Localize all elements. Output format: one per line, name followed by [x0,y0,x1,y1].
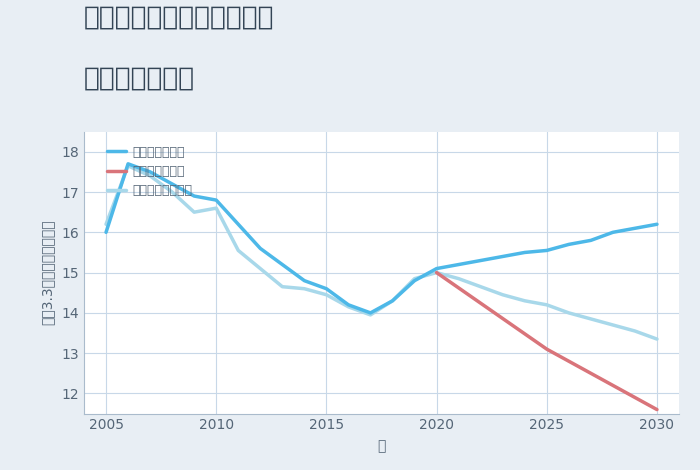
グッドシナリオ [168,181,176,187]
Y-axis label: 平（3.3㎡）単価（万円）: 平（3.3㎡）単価（万円） [41,220,55,325]
ノーマルシナリオ [542,302,551,308]
ノーマルシナリオ [190,209,198,215]
ノーマルシナリオ [631,328,639,334]
グッドシナリオ [454,262,463,267]
ノーマルシナリオ [344,304,353,310]
グッドシナリオ [631,226,639,231]
Line: ノーマルシナリオ: ノーマルシナリオ [106,166,657,339]
グッドシナリオ [389,298,397,304]
グッドシナリオ [278,262,286,267]
ノーマルシナリオ [609,322,617,328]
ノーマルシナリオ [234,248,242,253]
ノーマルシナリオ [433,270,441,275]
Line: バッドシナリオ: バッドシナリオ [437,273,657,409]
ノーマルシナリオ [124,163,132,169]
ノーマルシナリオ [278,284,286,290]
バッドシナリオ [542,346,551,352]
グッドシナリオ [300,278,309,283]
グッドシナリオ [212,197,220,203]
グッドシナリオ [477,258,485,263]
グッドシナリオ [653,221,662,227]
ノーマルシナリオ [212,205,220,211]
グッドシナリオ [410,278,419,283]
グッドシナリオ [344,302,353,308]
グッドシナリオ [433,266,441,271]
グッドシナリオ [124,161,132,167]
Text: 土地の価格推移: 土地の価格推移 [84,66,195,92]
グッドシナリオ [366,310,375,316]
グッドシナリオ [190,193,198,199]
ノーマルシナリオ [366,312,375,318]
ノーマルシナリオ [300,286,309,291]
ノーマルシナリオ [521,298,529,304]
ノーマルシナリオ [587,316,595,322]
Line: グッドシナリオ: グッドシナリオ [106,164,657,313]
ノーマルシナリオ [565,310,573,316]
ノーマルシナリオ [102,221,110,227]
ノーマルシナリオ [410,276,419,282]
グッドシナリオ [322,286,330,291]
ノーマルシナリオ [389,298,397,304]
グッドシナリオ [234,221,242,227]
グッドシナリオ [498,254,507,259]
バッドシナリオ [653,407,662,412]
グッドシナリオ [256,246,265,251]
ノーマルシナリオ [256,266,265,271]
ノーマルシナリオ [168,189,176,195]
ノーマルシナリオ [653,336,662,342]
ノーマルシナリオ [322,292,330,298]
ノーマルシナリオ [146,173,154,179]
グッドシナリオ [102,229,110,235]
グッドシナリオ [587,237,595,243]
グッドシナリオ [542,248,551,253]
バッドシナリオ [433,270,441,275]
ノーマルシナリオ [454,276,463,282]
ノーマルシナリオ [477,284,485,290]
グッドシナリオ [609,229,617,235]
グッドシナリオ [521,250,529,255]
X-axis label: 年: 年 [377,439,386,454]
Text: 岐阜県羽島郡笠松町泉町の: 岐阜県羽島郡笠松町泉町の [84,5,274,31]
Legend: グッドシナリオ, バッドシナリオ, ノーマルシナリオ: グッドシナリオ, バッドシナリオ, ノーマルシナリオ [102,141,197,202]
グッドシナリオ [146,169,154,175]
ノーマルシナリオ [498,292,507,298]
グッドシナリオ [565,242,573,247]
